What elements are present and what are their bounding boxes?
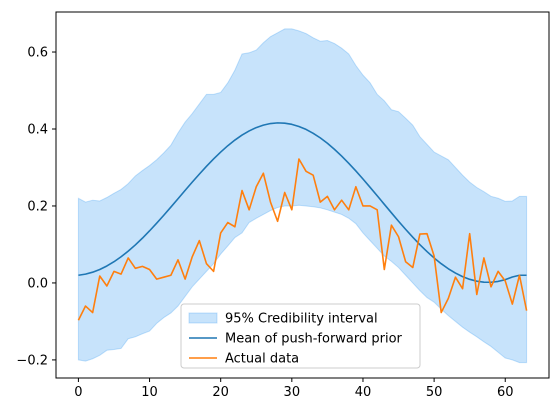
legend: 95% Credibility interval Mean of push-for… xyxy=(180,303,421,369)
x-tick-label: 0 xyxy=(74,385,82,400)
axes: 0 10 20 30 40 50 60 −0.2 0.0 0.2 0.4 0.6 xyxy=(16,11,550,400)
legend-label: 95% Credibility interval xyxy=(225,312,378,327)
x-tick-label: 50 xyxy=(426,385,443,400)
y-tick-label: 0.2 xyxy=(27,199,48,214)
x-tick-label: 40 xyxy=(355,385,372,400)
credibility-band xyxy=(77,28,528,364)
legend-swatch-band xyxy=(188,312,218,324)
x-tick-label: 20 xyxy=(212,385,229,400)
axes-frame xyxy=(55,11,550,379)
x-tick-label: 60 xyxy=(497,385,514,400)
legend-box xyxy=(180,303,421,369)
y-tick-label: 0.6 xyxy=(27,46,48,61)
series-line-mean-of-push-forward-prior xyxy=(78,122,527,284)
x-tick-label: 30 xyxy=(284,385,301,400)
series-line-actual-data xyxy=(77,158,528,321)
plot-area xyxy=(77,28,528,364)
y-tick-label: 0.4 xyxy=(27,122,48,137)
x-tick-label: 10 xyxy=(141,385,158,400)
y-tick-label: −0.2 xyxy=(16,353,48,368)
legend-label: Mean of push-forward prior xyxy=(225,332,403,347)
legend-label: Actual data xyxy=(225,352,299,367)
y-tick-label: 0.0 xyxy=(27,276,48,291)
